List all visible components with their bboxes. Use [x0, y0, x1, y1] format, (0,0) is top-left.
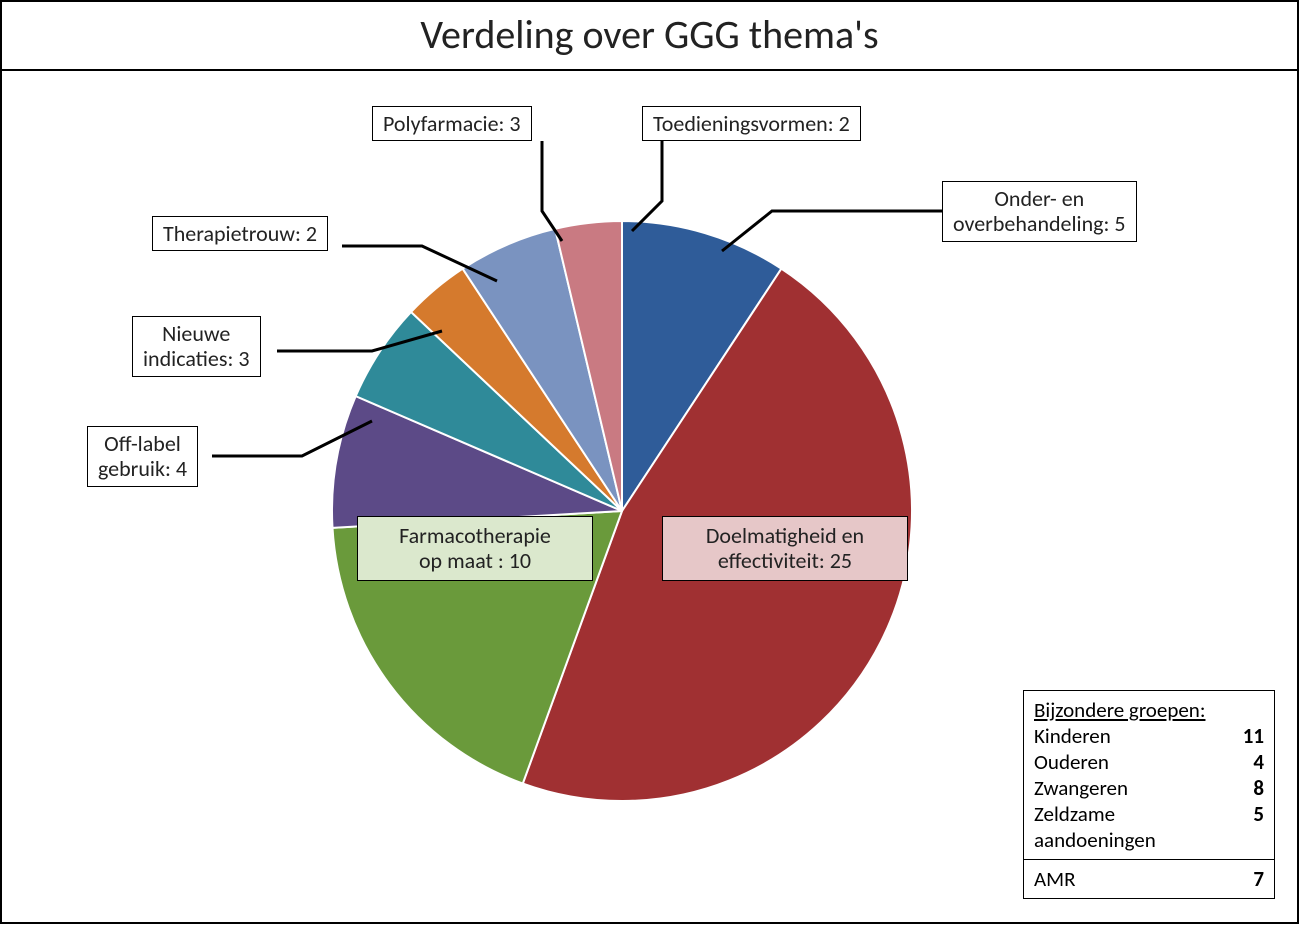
side-table-footer-key: AMR — [1034, 866, 1076, 892]
chart-area: Doelmatigheid en effectiviteit: 25 Farma… — [2, 71, 1297, 921]
side-table: Bijzondere groepen: Kinderen11Ouderen4Zw… — [1023, 690, 1275, 899]
side-table-main: Bijzondere groepen: Kinderen11Ouderen4Zw… — [1024, 691, 1274, 859]
side-table-footer-val: 7 — [1241, 866, 1264, 892]
text: op maat : 10 — [419, 547, 531, 574]
side-table-row-val: 11 — [1231, 723, 1264, 749]
text: overbehandeling: 5 — [953, 210, 1126, 237]
side-table-row-key: Zeldzame aandoeningen — [1034, 801, 1194, 853]
side-table-row: Zwangeren 8 — [1034, 775, 1264, 801]
text: Doelmatigheid en — [706, 522, 864, 549]
text: gebruik: 4 — [98, 455, 187, 482]
leader-line — [722, 211, 942, 251]
callout-nieuwe-indicaties: Nieuwe indicaties: 3 — [132, 316, 261, 377]
callout-toedieningsvormen: Toedieningsvormen: 2 — [642, 106, 861, 141]
slice-label-farmacotherapie: Farmacotherapie op maat : 10 — [357, 516, 593, 581]
callout-off-label: Off-label gebruik: 4 — [87, 426, 198, 487]
text: Off-label — [104, 430, 181, 457]
side-table-row-val: 5 — [1241, 801, 1264, 853]
chart-frame: Verdeling over GGG thema's Doelmatigheid… — [0, 0, 1299, 924]
leader-line — [632, 141, 662, 231]
text: effectiviteit: 25 — [718, 547, 852, 574]
title-bar: Verdeling over GGG thema's — [2, 2, 1297, 71]
text: Onder- en — [994, 185, 1084, 212]
callout-onder-overbehandeling: Onder- en overbehandeling: 5 — [942, 181, 1137, 242]
side-table-footer: AMR 7 — [1024, 859, 1274, 898]
text: Toedieningsvormen: 2 — [653, 110, 850, 137]
text: Therapietrouw: 2 — [163, 220, 317, 247]
text: indicaties: 3 — [143, 345, 250, 372]
side-table-row-key: Zwangeren — [1034, 775, 1128, 801]
leader-line — [542, 141, 562, 241]
side-table-row-key: Kinderen — [1034, 723, 1111, 749]
chart-title: Verdeling over GGG thema's — [420, 10, 878, 59]
side-table-row: Zeldzame aandoeningen 5 — [1034, 801, 1264, 853]
side-table-row-key: Ouderen — [1034, 749, 1109, 775]
side-table-row-val: 8 — [1241, 775, 1264, 801]
callout-polyfarmacie: Polyfarmacie: 3 — [372, 106, 532, 141]
side-table-row: Kinderen 11 — [1034, 723, 1264, 749]
text: Polyfarmacie: 3 — [383, 110, 521, 137]
callout-therapietrouw: Therapietrouw: 2 — [152, 216, 328, 251]
slice-label-doelmatigheid: Doelmatigheid en effectiviteit: 25 — [662, 516, 908, 581]
side-table-row: Ouderen 4 — [1034, 749, 1264, 775]
side-table-row-val: 4 — [1241, 749, 1264, 775]
side-table-header: Bijzondere groepen: — [1034, 697, 1264, 723]
text: Farmacotherapie — [399, 522, 551, 549]
text: Nieuwe — [162, 320, 230, 347]
